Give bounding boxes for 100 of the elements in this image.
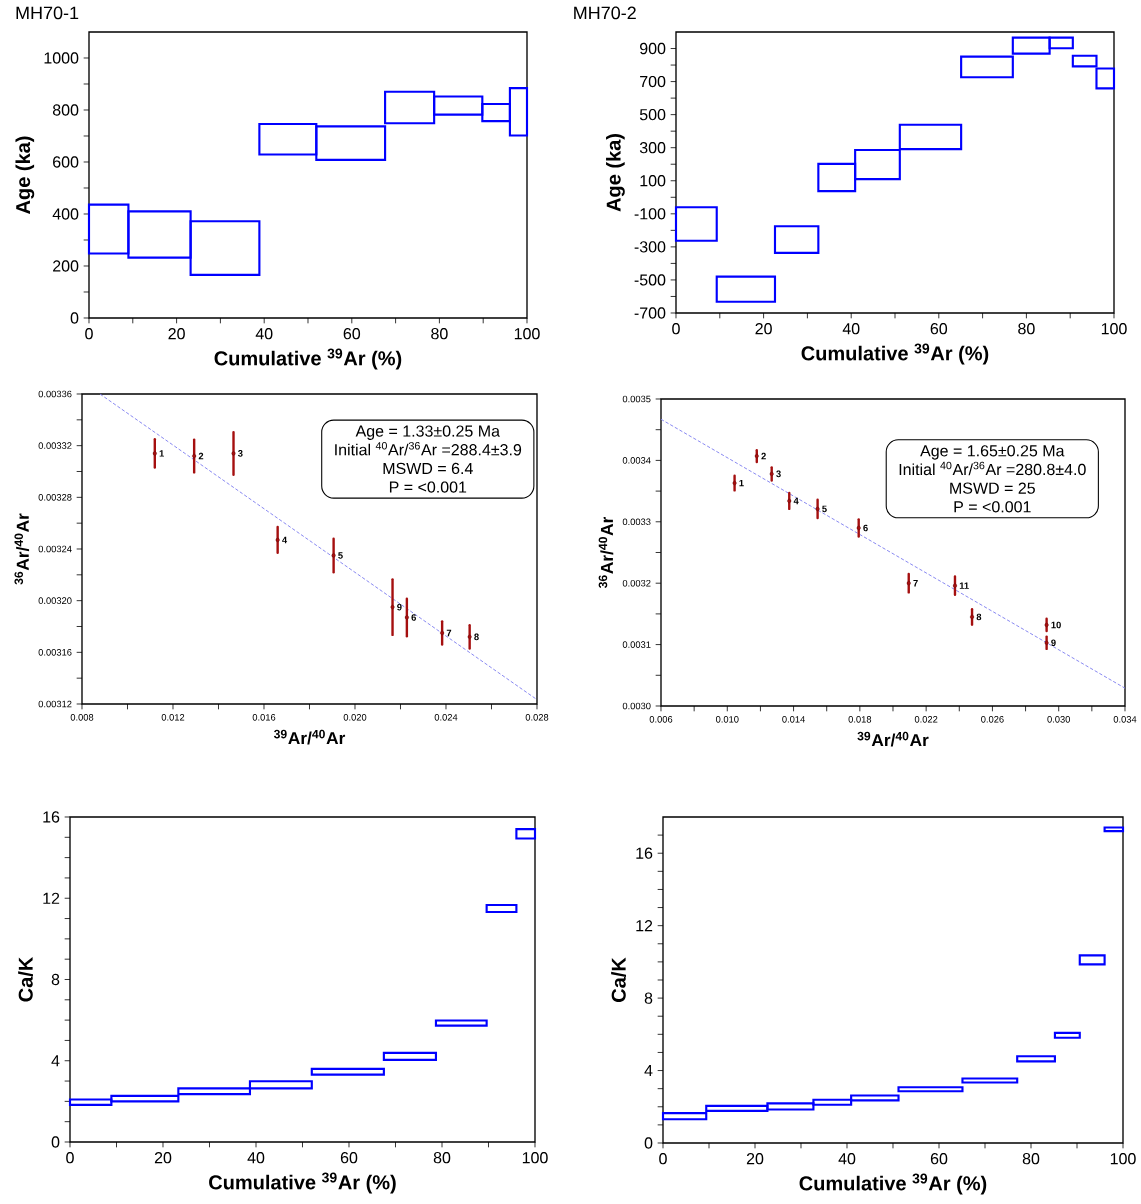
point <box>275 537 280 542</box>
x-tick-label: 0.034 <box>1113 716 1137 723</box>
x-tick-label: 100 <box>514 328 540 340</box>
x-tick-label: 0.026 <box>981 716 1004 723</box>
x-tick-label: 60 <box>930 1153 948 1165</box>
x-tick-label: 0.014 <box>782 716 805 723</box>
chart-title: MH70-2 <box>574 6 636 20</box>
x-tick-label: 60 <box>343 328 361 340</box>
annotation: Initial $^{40}$Ar/$^{36}$Ar =280.8±4.0 <box>899 461 1086 476</box>
annotation: P = <0.001 <box>954 501 1031 513</box>
x-tick-label: 100 <box>1110 1153 1136 1165</box>
y-tick-label: 0.00316 <box>38 649 72 656</box>
annotation: 3 <box>237 450 243 457</box>
x-axis-title: $^{39}$Ar/$^{40}$Ar <box>273 729 346 745</box>
annotation: 8 <box>976 613 982 621</box>
y-tick-label: 0 <box>644 1137 653 1149</box>
annotation: 2 <box>761 452 766 460</box>
y-tick-label: 0.00336 <box>38 390 72 398</box>
annotation: Age = 1.65±0.25 Ma <box>920 445 1065 460</box>
y-tick-label: 8 <box>51 973 60 986</box>
y-axis-title: $^{36}$Ar/$^{40}$Ar <box>598 516 614 589</box>
x-tick-label: 80 <box>1018 323 1035 335</box>
point <box>769 471 774 476</box>
point <box>231 451 236 456</box>
y-tick-label: 0.00320 <box>38 597 72 604</box>
x-axis-title: $^{39}$Ar/$^{40}$Ar <box>857 731 929 747</box>
y-tick-label: 0 <box>70 312 79 324</box>
x-tick-label: 100 <box>522 1152 548 1164</box>
annotation: 8 <box>474 633 479 641</box>
x-tick-label: 0.018 <box>848 716 872 723</box>
x-tick-label: 20 <box>154 1152 172 1164</box>
annotation: 3 <box>776 470 781 478</box>
annotation: 9 <box>1051 639 1056 647</box>
y-tick-label: -300 <box>634 241 666 253</box>
point <box>390 605 395 610</box>
annotation: Age = 1.33±0.25 Ma <box>355 425 500 440</box>
x-tick-label: 0.028 <box>525 714 549 721</box>
y-tick-label: -100 <box>634 208 666 220</box>
y-tick-label: 16 <box>43 811 60 823</box>
y-tick-label: 0.0031 <box>622 641 651 648</box>
x-tick-label: 0.010 <box>715 716 739 723</box>
y-tick-label: 0.0032 <box>622 579 651 587</box>
x-tick-label: 0 <box>85 328 93 340</box>
y-axis-title: $^{36}$Ar/$^{40}$Ar <box>14 513 30 585</box>
x-tick-label: 40 <box>842 323 860 335</box>
x-tick-label: 20 <box>746 1153 764 1165</box>
x-tick-label: 40 <box>255 328 273 340</box>
x-tick-label: 80 <box>433 1152 451 1164</box>
x-axis-title: Cumulative $^{39}$Ar (%) <box>799 1173 987 1195</box>
y-tick-label: 0.0035 <box>622 395 651 403</box>
point <box>815 506 820 511</box>
y-axis-title: Age (ka) <box>15 136 35 214</box>
point <box>152 451 157 456</box>
annotation: 11 <box>959 582 969 589</box>
y-tick-label: 300 <box>639 142 666 154</box>
y-tick-label: 600 <box>53 156 79 168</box>
point <box>1044 640 1049 645</box>
y-tick-label: 0.0033 <box>622 518 651 526</box>
y-tick-label: -700 <box>634 307 666 319</box>
annotation: MSWD = 6.4 <box>383 462 473 475</box>
point <box>787 498 792 503</box>
y-tick-label: 200 <box>53 260 79 272</box>
y-tick-label: 900 <box>640 42 666 55</box>
y-tick-label: 12 <box>43 892 60 904</box>
x-tick-label: 80 <box>1022 1153 1040 1165</box>
y-axis-title: Age (ka) <box>606 134 625 212</box>
annotation: 4 <box>793 497 799 505</box>
y-tick-label: 700 <box>640 75 666 88</box>
point <box>404 615 409 620</box>
chart-title: MH70-1 <box>16 6 79 20</box>
point <box>732 481 737 486</box>
y-tick-label: 0.00332 <box>38 442 72 449</box>
x-tick-label: 20 <box>755 323 772 335</box>
annotation: 9 <box>397 603 402 611</box>
annotation: 7 <box>913 579 918 587</box>
y-axis-title: Ca/K <box>611 957 626 1002</box>
annotation: Initial $^{40}$Ar/$^{36}$Ar =288.4±3.9 <box>335 442 522 456</box>
x-tick-label: 0 <box>672 323 680 335</box>
annotation: MSWD = 25 <box>950 482 1035 494</box>
y-tick-label: 8 <box>644 992 653 1004</box>
y-tick-label: 0.0030 <box>622 702 651 710</box>
y-axis-title: Ca/K <box>18 956 33 1002</box>
x-tick-label: 0.030 <box>1047 716 1071 723</box>
y-tick-label: 4 <box>644 1065 653 1077</box>
x-tick-label: 60 <box>930 323 948 335</box>
annotation: 1 <box>159 450 164 457</box>
x-tick-label: 0.024 <box>434 714 458 721</box>
point <box>440 630 445 635</box>
annotation: 6 <box>863 524 868 532</box>
x-axis-title: Cumulative $^{39}$Ar (%) <box>214 348 402 370</box>
annotation: 7 <box>446 629 452 637</box>
point <box>1044 622 1049 627</box>
annotation: 6 <box>411 614 416 621</box>
x-tick-label: 60 <box>340 1152 358 1164</box>
y-tick-label: 0.0034 <box>622 457 651 464</box>
x-tick-label: 20 <box>168 328 185 340</box>
annotation: 10 <box>1051 621 1061 629</box>
y-tick-label: 0.00324 <box>38 545 72 553</box>
y-tick-label: 1000 <box>44 52 79 64</box>
x-tick-label: 0.022 <box>914 716 938 723</box>
